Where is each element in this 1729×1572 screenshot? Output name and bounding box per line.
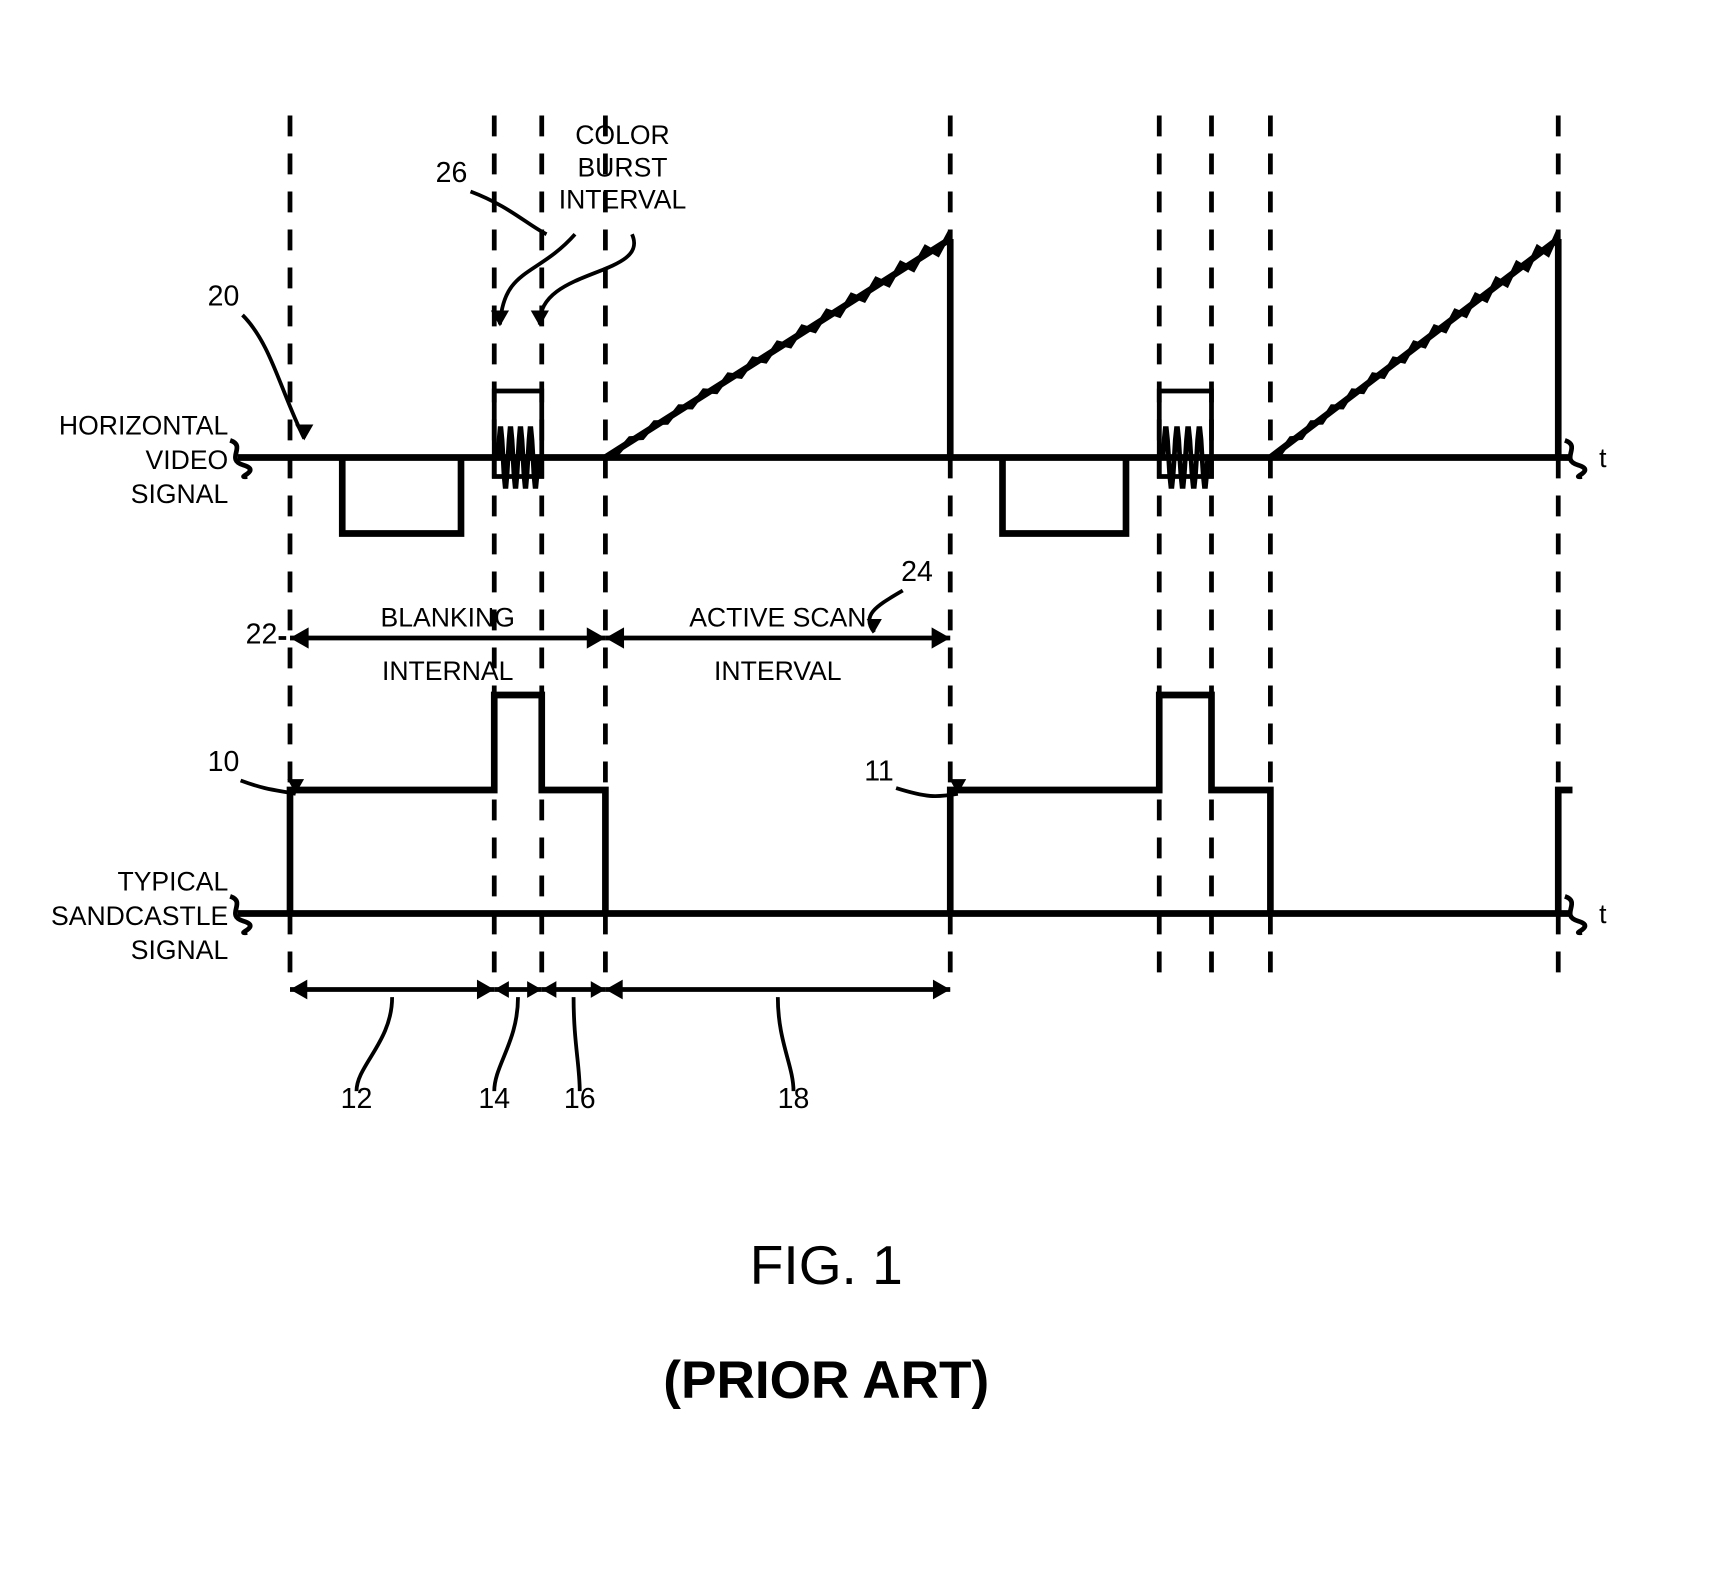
svg-text:t: t bbox=[1599, 899, 1607, 929]
svg-text:BLANKING: BLANKING bbox=[381, 603, 515, 633]
svg-text:(PRIOR ART): (PRIOR ART) bbox=[664, 1351, 990, 1410]
svg-text:24: 24 bbox=[901, 556, 933, 588]
svg-text:INTERNAL: INTERNAL bbox=[382, 656, 513, 686]
svg-text:TYPICALSANDCASTLESIGNAL: TYPICALSANDCASTLESIGNAL bbox=[51, 867, 228, 965]
svg-text:11: 11 bbox=[864, 755, 894, 787]
svg-text:14: 14 bbox=[479, 1083, 511, 1115]
svg-text:t: t bbox=[1599, 443, 1607, 473]
svg-text:12: 12 bbox=[341, 1083, 373, 1115]
svg-text:26: 26 bbox=[436, 157, 468, 189]
svg-text:22: 22 bbox=[246, 619, 278, 651]
svg-text:ACTIVE SCAN: ACTIVE SCAN bbox=[689, 603, 866, 633]
svg-text:18: 18 bbox=[778, 1083, 810, 1115]
svg-text:COLORBURSTINTERVAL: COLORBURSTINTERVAL bbox=[559, 120, 687, 215]
svg-text:16: 16 bbox=[564, 1083, 596, 1115]
svg-text:INTERVAL: INTERVAL bbox=[714, 656, 842, 686]
svg-text:HORIZONTALVIDEOSIGNAL: HORIZONTALVIDEOSIGNAL bbox=[59, 411, 228, 509]
svg-text:FIG. 1: FIG. 1 bbox=[750, 1234, 903, 1296]
svg-text:20: 20 bbox=[208, 280, 240, 312]
svg-text:10: 10 bbox=[208, 746, 240, 778]
